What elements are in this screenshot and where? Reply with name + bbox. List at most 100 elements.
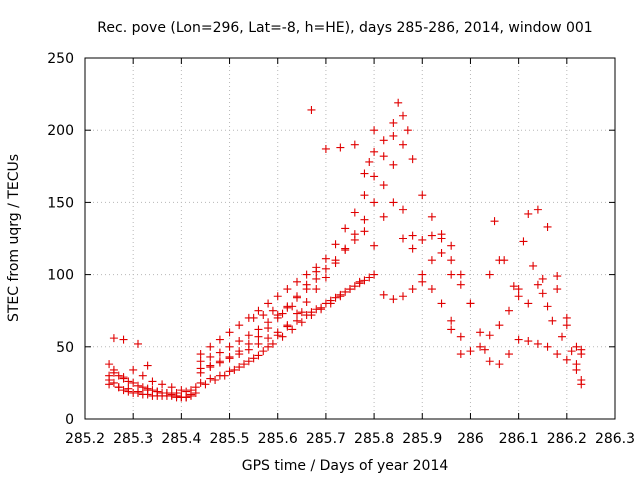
data-point xyxy=(370,270,379,279)
data-point xyxy=(225,354,234,363)
data-point xyxy=(403,126,412,135)
data-point xyxy=(427,285,436,294)
data-point xyxy=(447,316,456,325)
data-point xyxy=(302,270,311,279)
data-point xyxy=(485,357,494,366)
data-point xyxy=(543,222,552,231)
x-tick-label: 286.3 xyxy=(595,431,635,447)
data-point xyxy=(399,140,407,149)
data-point xyxy=(562,321,571,330)
x-tick-label: 285.4 xyxy=(161,431,201,447)
data-point xyxy=(341,246,350,255)
data-point xyxy=(495,321,504,330)
data-point xyxy=(249,354,258,363)
data-point xyxy=(336,143,345,152)
data-point xyxy=(215,335,224,344)
data-point xyxy=(302,285,311,294)
data-point xyxy=(389,118,398,127)
data-point xyxy=(360,227,369,236)
data-point xyxy=(350,235,359,244)
data-point xyxy=(124,384,133,393)
x-tick-label: 285.8 xyxy=(354,431,394,447)
data-point xyxy=(230,365,239,374)
data-point xyxy=(138,383,147,392)
data-point xyxy=(418,270,427,279)
data-point xyxy=(129,365,138,374)
x-tick-label: 285.2 xyxy=(65,431,105,447)
data-point xyxy=(196,350,205,359)
data-point xyxy=(529,261,538,270)
data-point xyxy=(326,299,335,308)
data-point xyxy=(418,235,427,244)
data-point xyxy=(138,371,147,380)
data-point xyxy=(254,325,263,334)
x-tick-label: 285.3 xyxy=(113,431,153,447)
data-point xyxy=(196,357,205,366)
data-point xyxy=(476,342,485,351)
data-point xyxy=(235,363,244,372)
data-point xyxy=(293,277,301,286)
data-point xyxy=(254,306,263,315)
data-point xyxy=(312,274,321,283)
data-point xyxy=(379,212,388,221)
data-point xyxy=(206,361,215,370)
data-point xyxy=(143,386,152,395)
data-point xyxy=(577,380,586,389)
data-point xyxy=(505,350,513,359)
plot-frame xyxy=(84,57,616,420)
data-point xyxy=(418,277,427,286)
data-point xyxy=(259,311,268,320)
data-point xyxy=(225,342,234,351)
y-axis-label: STEC from uqrg / TECUs xyxy=(6,154,22,322)
data-point xyxy=(206,374,215,383)
data-point xyxy=(288,302,297,311)
data-point xyxy=(109,334,118,343)
data-point xyxy=(211,376,220,385)
data-point xyxy=(143,361,152,370)
data-point xyxy=(134,387,142,396)
data-point xyxy=(553,285,562,294)
data-point xyxy=(273,292,282,301)
data-point xyxy=(350,140,359,149)
data-point xyxy=(533,205,542,214)
data-point xyxy=(240,360,248,369)
data-point xyxy=(215,357,224,366)
data-point xyxy=(254,332,263,341)
data-point xyxy=(408,285,417,294)
data-points xyxy=(105,98,586,402)
data-point xyxy=(264,299,273,308)
axis-ticks xyxy=(84,57,616,420)
data-point xyxy=(524,299,533,308)
data-point xyxy=(427,256,436,265)
data-point xyxy=(427,212,436,221)
data-point xyxy=(109,368,118,377)
data-point xyxy=(379,136,388,145)
x-tick-label: 286 xyxy=(457,431,484,447)
data-point xyxy=(273,328,282,337)
data-point xyxy=(370,241,379,250)
data-point xyxy=(427,231,436,240)
data-point xyxy=(538,289,547,298)
data-point xyxy=(278,309,287,318)
data-point xyxy=(119,386,128,395)
data-point xyxy=(572,342,581,351)
x-tick-label: 286.2 xyxy=(547,431,587,447)
data-point xyxy=(177,386,186,395)
data-point xyxy=(249,313,258,322)
data-point xyxy=(109,378,118,387)
data-point xyxy=(331,240,340,249)
data-point xyxy=(456,332,465,341)
data-point xyxy=(480,345,489,354)
data-point xyxy=(254,351,263,360)
grid-lines xyxy=(85,58,615,419)
y-tick-label: 150 xyxy=(47,195,74,211)
data-point xyxy=(235,350,244,359)
data-point xyxy=(148,377,157,386)
data-point xyxy=(437,234,446,243)
data-point xyxy=(225,328,234,337)
data-point xyxy=(553,350,562,359)
y-tick-label: 0 xyxy=(65,412,74,428)
data-point xyxy=(379,290,388,299)
data-point xyxy=(389,131,398,140)
data-point xyxy=(538,274,547,283)
